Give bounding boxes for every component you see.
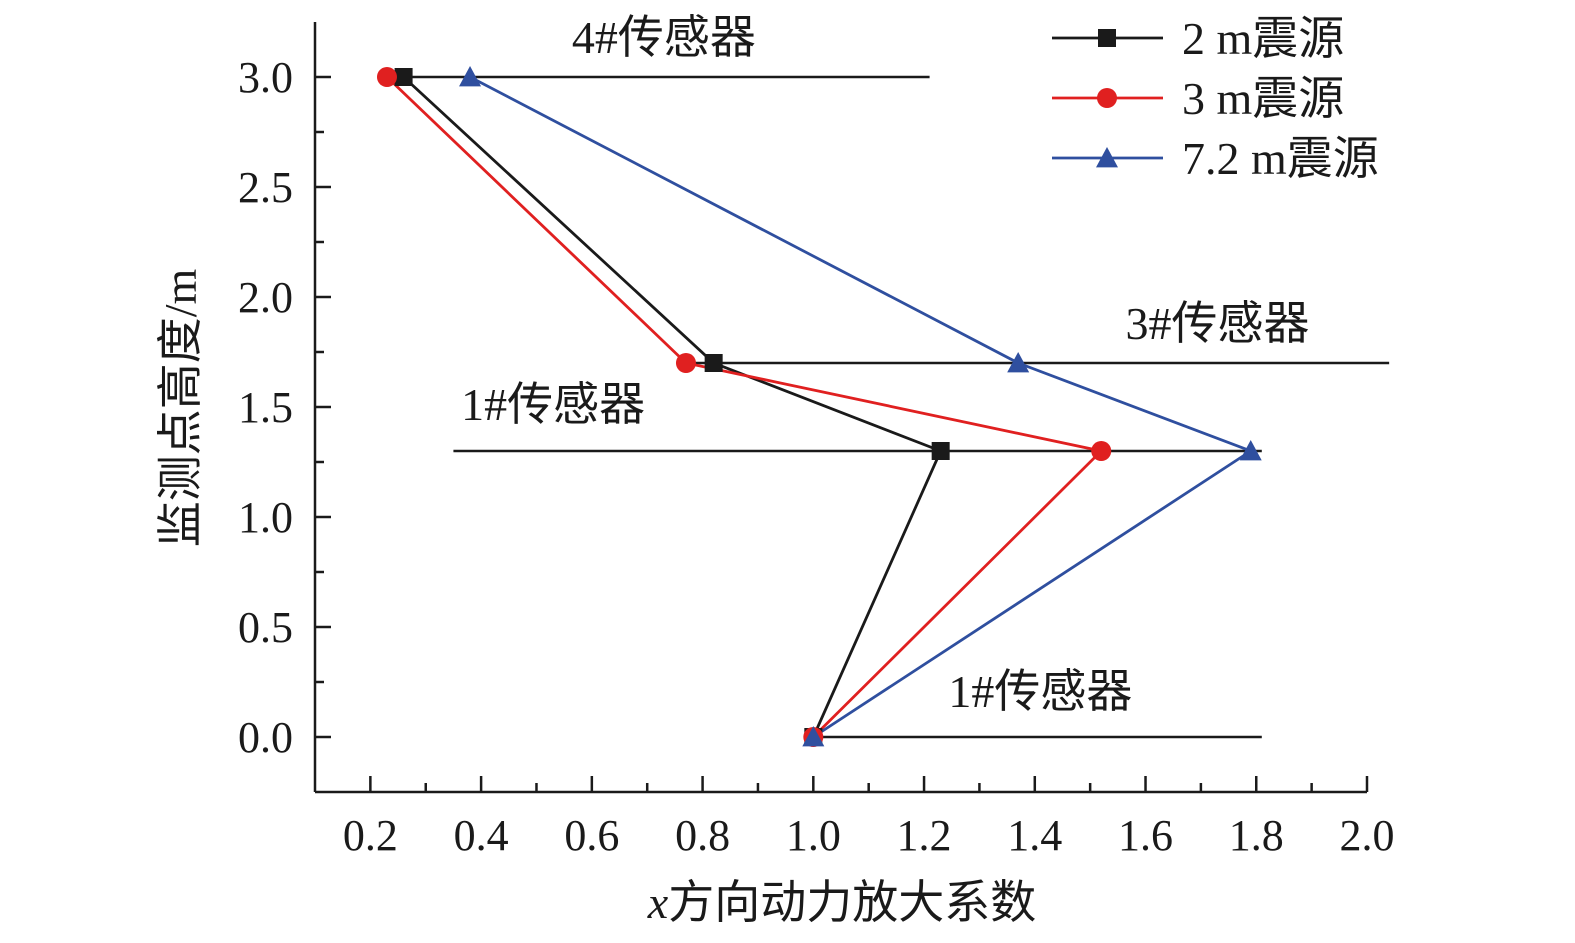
x-axis-title: x方向动力放大系数 xyxy=(647,877,1036,928)
y-tick-label: 0.0 xyxy=(238,713,293,762)
y-tick-label: 2.0 xyxy=(238,273,293,322)
x-axis-variable: x xyxy=(647,877,669,928)
marker-square xyxy=(704,354,723,372)
marker-triangle xyxy=(802,726,825,747)
y-axis-title: 监测点高度/m xyxy=(155,269,206,548)
y-tick-label: 1.5 xyxy=(238,383,293,432)
sensor-label: 1#传感器 xyxy=(948,666,1132,717)
x-tick-label: 1.2 xyxy=(897,811,952,860)
x-axis-title-text: 方向动力放大系数 xyxy=(668,877,1036,928)
marker-circle xyxy=(376,67,397,87)
series-lines xyxy=(386,75,1254,739)
series-line-triangle xyxy=(469,75,1254,739)
sensor-labels: 4#传感器 3#传感器 1#传感器 1#传感器 xyxy=(461,12,1309,717)
x-tick-label: 1.6 xyxy=(1118,811,1173,860)
legend: 2 m震源 3 m震源 7.2 m震源 xyxy=(1052,13,1379,184)
x-tick-label: 1.0 xyxy=(786,811,841,860)
sensor-lines xyxy=(386,75,1390,739)
sensor-label: 1#传感器 xyxy=(461,379,645,430)
y-tick-label: 3.0 xyxy=(238,53,293,102)
ticks: 0.2 0.4 0.6 0.8 1.0 1.2 1.4 1.6 1.8 2.0 0.0 0.5 1.0 1… xyxy=(238,53,1395,860)
sensor-label: 4#传感器 xyxy=(572,12,756,63)
y-tick-label: 1.0 xyxy=(238,493,293,542)
x-tick-label: 2.0 xyxy=(1340,811,1395,860)
x-tick-label: 1.4 xyxy=(1007,811,1062,860)
series-line-circle xyxy=(386,75,1105,738)
x-tick-label: 0.8 xyxy=(675,811,730,860)
marker-circle xyxy=(1091,441,1112,461)
series-markers xyxy=(376,66,1262,747)
marker-triangle xyxy=(459,66,482,87)
marker-circle xyxy=(1097,88,1117,108)
legend-label: 2 m震源 xyxy=(1182,13,1344,64)
x-tick-label: 1.8 xyxy=(1229,811,1284,860)
y-tick-label: 2.5 xyxy=(238,163,293,212)
marker-square xyxy=(1098,29,1116,47)
x-tick-label: 0.4 xyxy=(454,811,509,860)
marker-circle xyxy=(675,353,696,373)
legend-label: 7.2 m震源 xyxy=(1182,133,1379,184)
marker-square xyxy=(394,68,413,86)
sensor-label: 3#传感器 xyxy=(1126,298,1310,349)
legend-label: 3 m震源 xyxy=(1182,73,1344,124)
marker-triangle xyxy=(1007,352,1030,373)
x-tick-label: 0.2 xyxy=(343,811,398,860)
marker-square xyxy=(931,442,950,460)
x-tick-label: 0.6 xyxy=(564,811,619,860)
y-tick-label: 0.5 xyxy=(238,603,293,652)
series-line-square xyxy=(402,75,943,738)
marker-triangle xyxy=(1239,440,1262,461)
marker-triangle xyxy=(1096,147,1118,168)
